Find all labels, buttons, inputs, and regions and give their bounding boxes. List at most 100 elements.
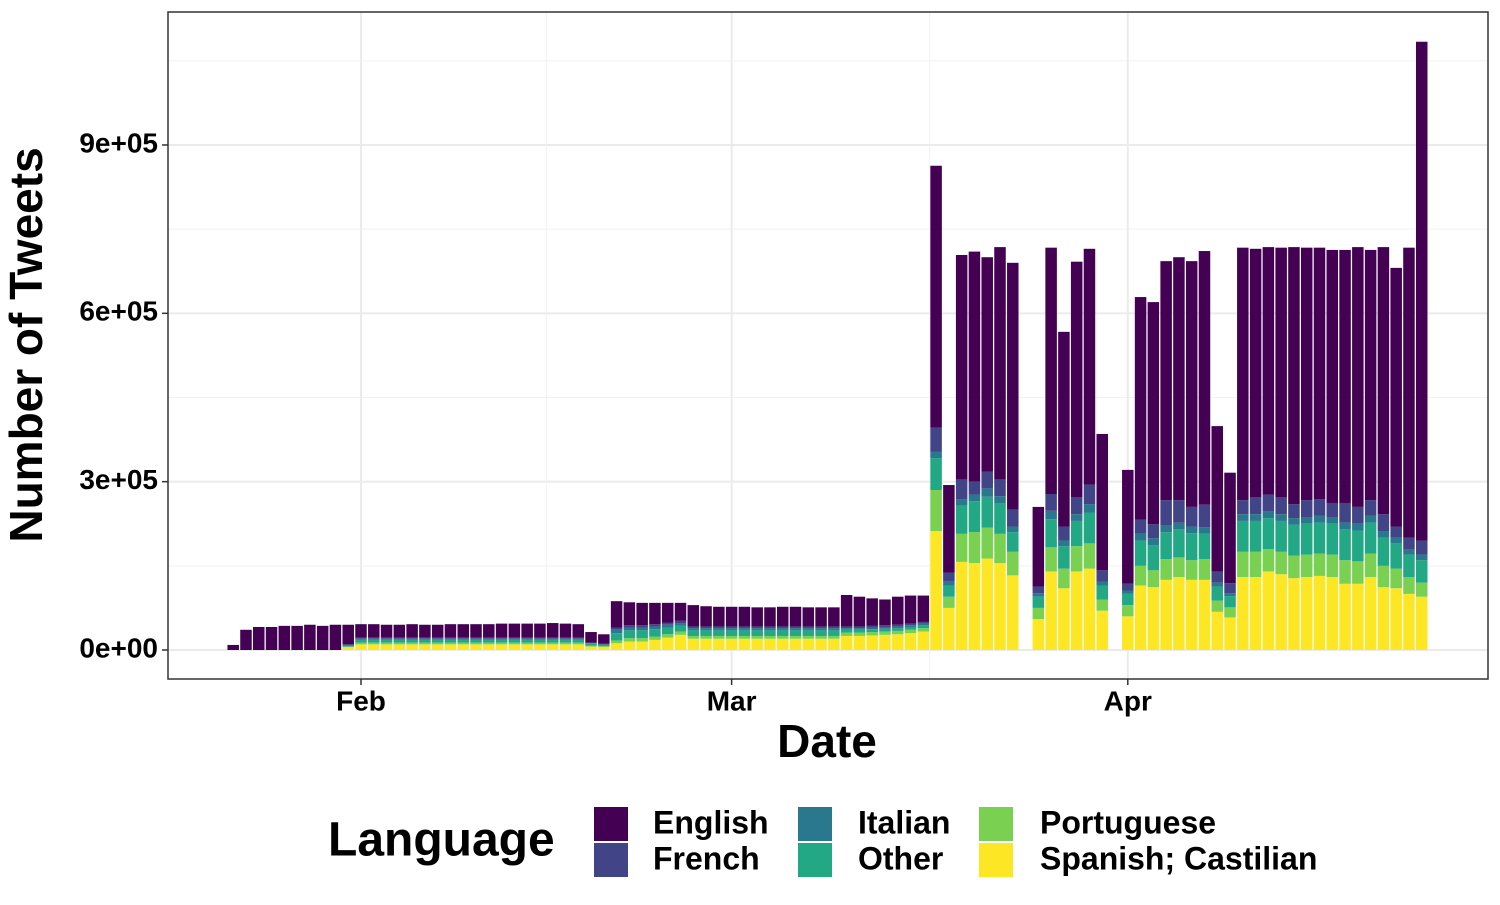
bar-segment — [393, 637, 406, 639]
bar-segment — [955, 533, 968, 562]
bar-segment — [751, 630, 763, 636]
bar-segment — [917, 631, 930, 650]
bar-segment — [1045, 571, 1057, 650]
bar-segment — [713, 606, 725, 627]
bar-segment — [1326, 523, 1339, 555]
bar-segment — [393, 642, 406, 645]
bar-segment — [1249, 514, 1262, 521]
bar-segment — [1045, 547, 1057, 572]
bar-segment — [534, 638, 546, 640]
bar-segment — [981, 558, 993, 650]
bar-segment — [892, 628, 904, 631]
x-axis-title: Date — [777, 715, 877, 767]
bar-segment — [636, 625, 648, 628]
bar-segment — [917, 595, 930, 622]
bar-segment — [444, 644, 457, 650]
bar-segment — [1122, 583, 1134, 591]
bar-segment — [572, 644, 585, 650]
bar-segment — [892, 634, 904, 650]
bar-segment — [253, 626, 265, 650]
bar-segment — [904, 633, 917, 650]
bar-segment — [917, 621, 930, 624]
bar-segment — [1224, 583, 1236, 594]
bar-segment — [355, 637, 367, 639]
legend-key — [798, 843, 832, 877]
bar-segment — [879, 631, 891, 635]
bar-segment — [1390, 568, 1402, 589]
bar-segment — [431, 638, 444, 640]
bar-segment — [508, 639, 521, 643]
bar-segment — [636, 641, 648, 650]
bar-segment — [866, 625, 878, 628]
bar-segment — [1185, 579, 1198, 650]
bar-segment — [994, 247, 1006, 480]
bar-segment — [572, 639, 585, 643]
bar-segment — [968, 563, 981, 650]
bar-segment — [802, 628, 815, 631]
bar-segment — [1070, 497, 1083, 515]
bar-segment — [1122, 469, 1134, 584]
bar-segment — [585, 632, 597, 643]
bar-segment — [1083, 248, 1096, 485]
bar-segment — [776, 626, 789, 629]
bar-segment — [1224, 472, 1236, 584]
bar-segment — [994, 496, 1006, 503]
bar-segment — [1415, 560, 1428, 583]
bar-segment — [1096, 433, 1108, 571]
bar-segment — [700, 628, 712, 631]
bar-segment — [687, 628, 700, 631]
bar-segment — [1339, 502, 1351, 523]
bar-segment — [1134, 519, 1147, 534]
bar-segment — [853, 632, 866, 636]
bar-segment — [1288, 524, 1300, 556]
bar-segment — [853, 628, 866, 630]
legend-label: Other — [858, 840, 943, 876]
bar-segment — [661, 622, 674, 625]
bar-segment — [610, 643, 623, 650]
bar-segment — [751, 626, 763, 629]
bar-segment — [1249, 248, 1262, 498]
bar-segment — [1185, 261, 1198, 507]
bar-segment — [1237, 520, 1249, 552]
bar-segment — [649, 624, 661, 627]
bar-segment — [304, 624, 316, 650]
bar-segment — [623, 627, 636, 631]
bar-segment — [1147, 524, 1160, 539]
bar-segment — [1249, 551, 1262, 578]
bar-segment — [393, 639, 406, 643]
bar-segment — [431, 644, 444, 650]
bar-segment — [1224, 596, 1236, 608]
y-tick-label: 6e+05 — [79, 296, 158, 327]
bar-segment — [508, 638, 521, 640]
bar-segment — [1237, 247, 1249, 501]
bar-segment — [483, 642, 495, 645]
bar-segment — [1326, 517, 1339, 524]
bar-segment — [406, 638, 418, 640]
bar-segment — [1122, 605, 1134, 617]
bar-segment — [713, 626, 725, 629]
bar-segment — [470, 639, 482, 643]
bar-segment — [1083, 568, 1096, 650]
bar-segment — [1160, 532, 1172, 560]
bar-segment — [840, 628, 853, 630]
bar-segment — [342, 624, 354, 645]
bar-segment — [470, 642, 482, 645]
bar-segment — [572, 638, 585, 640]
bar-segment — [751, 628, 763, 631]
bar-segment — [1313, 247, 1326, 500]
bar-segment — [840, 632, 853, 636]
bar-segment — [904, 623, 917, 626]
bar-segment — [1377, 514, 1390, 532]
bar-segment — [1288, 578, 1300, 650]
bar-segment — [419, 638, 431, 640]
bar-segment — [815, 630, 827, 636]
bar-segment — [892, 624, 904, 627]
bar-segment — [521, 642, 533, 645]
bar-segment — [917, 623, 930, 626]
x-tick-label: Apr — [1104, 685, 1152, 716]
bar-segment — [1070, 571, 1083, 650]
bar-segment — [470, 624, 482, 638]
bar-segment — [457, 639, 469, 643]
bar-segment — [661, 634, 674, 638]
bar-segment — [1211, 600, 1224, 612]
